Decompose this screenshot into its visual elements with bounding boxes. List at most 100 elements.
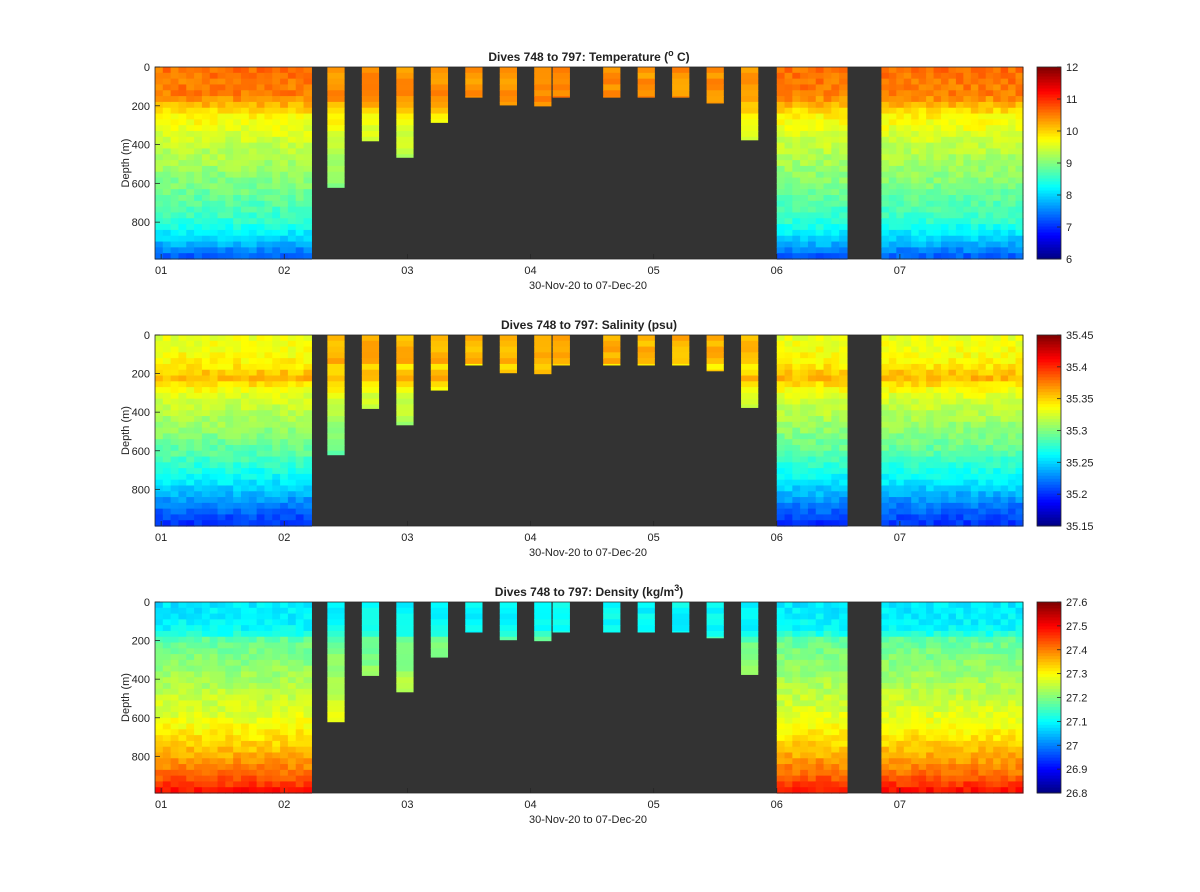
- heatmap-cell: [881, 602, 890, 609]
- heatmap-cell: [209, 410, 219, 417]
- heatmap-cell: [201, 358, 211, 365]
- heatmap-cell: [1000, 160, 1009, 167]
- heatmap-cell: [831, 485, 840, 492]
- heatmap-cell: [178, 101, 187, 109]
- heatmap-cell: [361, 363, 380, 371]
- heatmap-cell: [941, 479, 950, 487]
- heatmap-cell: [225, 729, 234, 736]
- colorbar-tick-label: 35.15: [1066, 521, 1094, 533]
- heatmap-cell: [933, 148, 942, 155]
- heatmap-cell: [209, 602, 219, 609]
- heatmap-cell: [955, 700, 964, 707]
- heatmap-cell: [264, 735, 273, 742]
- heatmap-cell: [280, 148, 289, 155]
- heatmap-cell: [831, 671, 840, 678]
- heatmap-cell: [303, 195, 312, 202]
- heatmap-cell: [162, 154, 172, 161]
- heatmap-cell: [241, 688, 250, 696]
- colorbar-swatch: [1037, 367, 1061, 372]
- heatmap-cell: [776, 619, 786, 626]
- heatmap-cell: [784, 723, 793, 730]
- heatmap-cell: [792, 462, 801, 469]
- heatmap-cell: [209, 131, 219, 138]
- heatmap-cell: [993, 107, 1002, 115]
- heatmap-cell: [194, 358, 203, 365]
- heatmap-cell: [272, 450, 281, 458]
- heatmap-cell: [672, 340, 690, 348]
- heatmap-cell: [823, 136, 832, 144]
- heatmap-cell: [978, 473, 987, 481]
- heatmap-cell: [303, 398, 312, 406]
- heatmap-cell: [815, 253, 825, 260]
- heatmap-cell: [295, 67, 305, 74]
- heatmap-cell: [918, 735, 927, 742]
- heatmap-cell: [933, 764, 942, 771]
- heatmap-cell: [911, 688, 920, 696]
- heatmap-cell: [186, 84, 195, 91]
- heatmap-cell: [186, 96, 195, 103]
- heatmap-cell: [911, 404, 920, 411]
- heatmap-cell: [209, 787, 219, 794]
- heatmap-cell: [933, 206, 942, 214]
- heatmap-cell: [941, 142, 950, 150]
- heatmap-cell: [256, 700, 266, 707]
- heatmap-cell: [272, 688, 281, 696]
- heatmap-cell: [201, 497, 211, 504]
- heatmap-cell: [948, 96, 957, 103]
- heatmap-cell: [209, 90, 219, 97]
- heatmap-cell: [209, 694, 219, 701]
- heatmap-cell: [178, 502, 187, 510]
- colorbar-swatch: [1037, 445, 1061, 449]
- colorbar-swatch: [1037, 220, 1061, 224]
- heatmap-cell: [280, 764, 289, 771]
- heatmap-cell: [233, 404, 242, 411]
- heatmap-cell: [272, 491, 281, 498]
- heatmap-cell: [327, 96, 345, 103]
- heatmap-cell: [839, 160, 848, 167]
- heatmap-cell: [985, 154, 994, 161]
- heatmap-cell: [831, 642, 840, 649]
- heatmap-cell: [839, 195, 848, 202]
- heatmap-cell: [800, 131, 809, 138]
- heatmap-cell: [839, 154, 848, 161]
- heatmap-cell: [963, 142, 972, 150]
- heatmap-cell: [162, 84, 172, 91]
- heatmap-cell: [1008, 101, 1017, 109]
- heatmap-cell: [948, 212, 957, 219]
- heatmap-cell: [303, 654, 312, 661]
- heatmap-cell: [800, 508, 809, 516]
- heatmap-cell: [955, 200, 964, 208]
- shallow-dive-bar: [465, 335, 483, 366]
- heatmap-cell: [993, 125, 1002, 132]
- heatmap-cell: [888, 101, 897, 109]
- heatmap-cell: [396, 125, 414, 132]
- heatmap-cell: [918, 758, 927, 765]
- heatmap-cell: [248, 444, 258, 452]
- heatmap-cell: [831, 746, 840, 754]
- heatmap-cell: [800, 335, 809, 342]
- colorbar-swatch: [1037, 178, 1061, 182]
- heatmap-cell: [776, 450, 786, 458]
- heatmap-cell: [888, 398, 897, 406]
- heatmap-cell: [287, 241, 297, 248]
- heatmap-cell: [194, 142, 203, 150]
- heatmap-cell: [241, 520, 250, 527]
- heatmap-cell: [896, 502, 905, 510]
- heatmap-cell: [903, 381, 912, 388]
- heatmap-cell: [888, 427, 897, 434]
- heatmap-cell: [155, 212, 164, 219]
- heatmap-cell: [926, 183, 935, 190]
- heatmap-cell: [933, 119, 942, 126]
- heatmap-cell: [941, 491, 950, 498]
- heatmap-cell: [888, 84, 897, 91]
- heatmap-cell: [201, 195, 211, 202]
- heatmap-cell: [839, 136, 848, 144]
- heatmap-cell: [194, 200, 203, 208]
- heatmap-cell: [978, 491, 987, 498]
- heatmap-cell: [217, 148, 226, 155]
- heatmap-cell: [287, 468, 297, 475]
- heatmap-cell: [933, 700, 942, 707]
- heatmap-cell: [815, 444, 825, 452]
- heatmap-cell: [776, 224, 786, 231]
- heatmap-cell: [903, 671, 912, 678]
